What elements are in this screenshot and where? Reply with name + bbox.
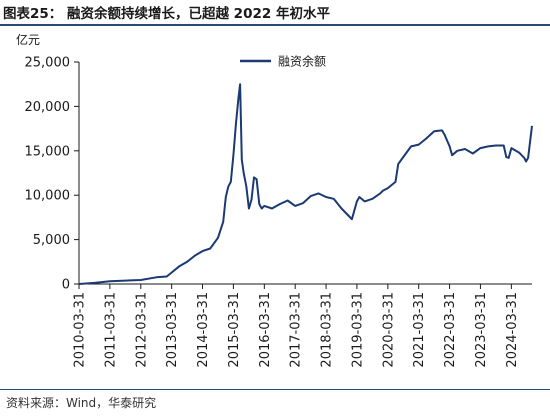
y-axis: 0 5,000 10,000 15,000 20,000 25,000 [25, 56, 80, 293]
x-tick-label: 2017-03-31 [289, 292, 304, 368]
x-tick-label: 2011-03-31 [103, 292, 118, 368]
y-tick-label: 0 [62, 278, 70, 293]
x-tick-label: 2015-03-31 [227, 292, 242, 368]
y-tick-label: 20,000 [25, 100, 71, 115]
x-tick-label: 2019-03-31 [350, 292, 365, 368]
x-tick-label: 2024-03-31 [505, 292, 520, 368]
x-tick-label: 2010-03-31 [73, 292, 88, 368]
legend: 融资余额 [240, 54, 326, 69]
x-tick-label: 2016-03-31 [258, 292, 273, 368]
x-tick-label: 2012-03-31 [134, 292, 149, 368]
series-layer [78, 83, 533, 285]
legend-label: 融资余额 [278, 54, 326, 69]
y-tick-label: 15,000 [25, 144, 71, 159]
y-tick-label: 25,000 [25, 56, 71, 71]
x-tick-label: 2023-03-31 [474, 292, 489, 368]
y-tick-label: 10,000 [25, 189, 71, 204]
y-axis-unit-label: 亿元 [16, 32, 40, 47]
x-tick-label: 2018-03-31 [320, 292, 335, 368]
x-axis: 2010-03-31 2011-03-31 2012-03-31 2013-03-31… [73, 283, 532, 368]
y-tick-label: 5,000 [33, 233, 70, 248]
x-tick-label: 2020-03-31 [381, 292, 396, 368]
source-note: 资料来源：Wind，华泰研究 [6, 396, 157, 410]
footer-rule [0, 389, 550, 390]
series-line-0 [78, 83, 533, 285]
x-tick-label: 2013-03-31 [165, 292, 180, 368]
chart-title: 图表25： 融资余额持续增长，已超越 2022 年初水平 [3, 6, 330, 22]
x-tick-label: 2021-03-31 [412, 292, 427, 368]
x-tick-label: 2014-03-31 [196, 292, 211, 368]
title-rule [0, 24, 550, 26]
x-tick-label: 2022-03-31 [443, 292, 458, 368]
